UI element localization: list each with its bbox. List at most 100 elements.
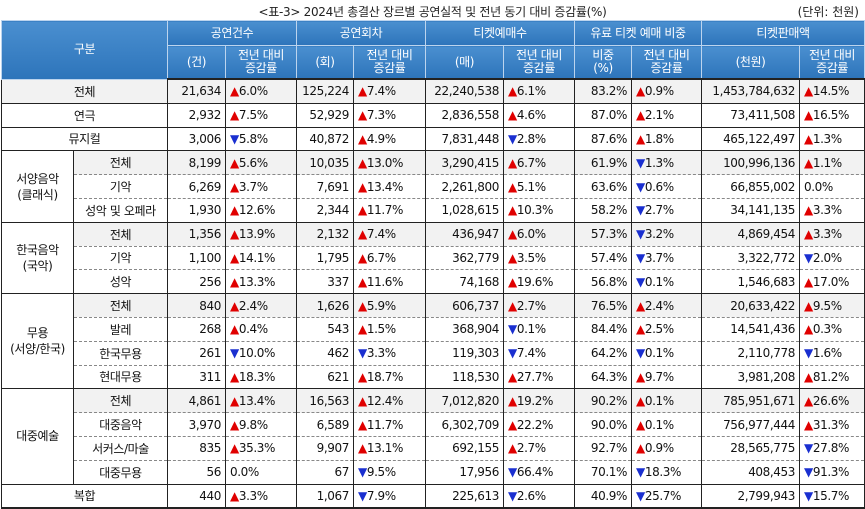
value-cell: 3,970 <box>167 412 226 437</box>
change-rate-cell: ▲13.3% <box>225 269 297 295</box>
change-rate-cell: ▲3.5% <box>502 246 576 271</box>
header-sub: (천원) <box>701 45 801 80</box>
value-cell: 606,737 <box>425 293 504 318</box>
header-row-subs: (건) 전년 대비 증감률 (회) 전년 대비 증감률 (매) 전년 대비 증감률 비중 (%) 전년… <box>2 45 865 80</box>
change-rate-cell: ▲2.7% <box>502 293 576 318</box>
change-rate-cell: ▲81.2% <box>799 365 865 390</box>
change-rate-cell: ▲12.4% <box>353 388 426 414</box>
change-rate-cell: ▲26.6% <box>799 388 865 414</box>
value-cell: 92.7% <box>574 436 633 461</box>
change-rate-cell: ▲10.3% <box>502 198 576 223</box>
value-cell: 4,861 <box>167 388 226 414</box>
change-rate-cell: ▼25.7% <box>631 484 703 509</box>
change-rate-cell: ▲9.7% <box>631 365 703 390</box>
value-cell: 3,006 <box>167 127 226 152</box>
change-rate-cell: ▼3.7% <box>631 246 703 271</box>
change-rate-cell: 0.0% <box>225 460 297 485</box>
value-cell: 70.1% <box>574 460 633 485</box>
change-rate-cell: ▲13.4% <box>353 174 426 199</box>
table-row: 한국음악 (국악) 전체 1,356 ▲13.9% 2,132 ▲7.4% 436,947 ▲6… <box>1 222 865 295</box>
value-cell: 64.3% <box>574 365 633 390</box>
value-cell: 1,546,683 <box>701 269 801 295</box>
change-rate-cell: ▲6.1% <box>502 79 576 104</box>
row-label: 복합 <box>1 484 168 509</box>
value-cell: 1,356 <box>167 222 226 247</box>
change-rate-cell: ▲27.7% <box>502 365 576 390</box>
table-row: 무용 (서양/한국) 전체 840 ▲2.4% 1,626 ▲5.9% 606,737 ▲2.7… <box>1 293 865 390</box>
header-sub: 전년 대비 증감률 <box>225 45 297 80</box>
change-rate-cell: ▼91.3% <box>799 460 865 485</box>
change-rate-cell: ▲7.4% <box>353 79 426 104</box>
value-cell: 835 <box>167 436 226 461</box>
row-sub-label: 서커스/마술 <box>73 436 168 461</box>
change-rate-cell: ▲19.6% <box>502 269 576 295</box>
change-rate-cell: ▲13.9% <box>225 222 297 247</box>
change-rate-cell: ▲19.2% <box>502 388 576 414</box>
change-rate-cell: ▲13.0% <box>353 150 426 176</box>
change-rate-cell: ▲2.5% <box>631 317 703 342</box>
value-cell: 1,453,784,632 <box>701 79 801 104</box>
change-rate-cell: ▲1.3% <box>799 127 865 152</box>
table-row: 기악 6,269 ▲3.7% 7,691 ▲13.4% 2,261,800 ▲5.1% 63.… <box>2 174 865 199</box>
row-label: 연극 <box>1 103 168 128</box>
value-cell: 408,453 <box>701 460 801 485</box>
change-rate-cell: ▲14.1% <box>225 246 297 271</box>
value-cell: 73,411,508 <box>701 103 801 128</box>
change-rate-cell: ▲0.9% <box>631 436 703 461</box>
row-sub-label: 전체 <box>73 293 168 318</box>
change-rate-cell: ▼3.3% <box>353 341 426 366</box>
change-rate-cell: ▲6.0% <box>502 222 576 247</box>
header-sub: (매) <box>425 45 504 80</box>
header-sub: 전년 대비 증감률 <box>353 45 426 80</box>
change-rate-cell: ▼2.0% <box>799 246 865 271</box>
change-rate-cell: 0.0% <box>799 174 865 199</box>
change-rate-cell: ▲11.6% <box>353 269 426 295</box>
value-cell: 440 <box>167 484 226 509</box>
change-rate-cell: ▼10.0% <box>225 341 297 366</box>
row-group-label: 대중예술 <box>1 388 74 485</box>
value-cell: 1,795 <box>296 246 354 271</box>
value-cell: 2,799,943 <box>701 484 801 509</box>
value-cell: 76.5% <box>574 293 633 318</box>
change-rate-cell: ▲0.1% <box>631 412 703 437</box>
value-cell: 7,831,448 <box>425 127 504 152</box>
change-rate-cell: ▲5.9% <box>353 293 426 318</box>
change-rate-cell: ▲7.5% <box>225 103 297 128</box>
change-rate-cell: ▲35.3% <box>225 436 297 461</box>
value-cell: 74,168 <box>425 269 504 295</box>
value-cell: 1,626 <box>296 293 354 318</box>
change-rate-cell: ▲18.3% <box>225 365 297 390</box>
value-cell: 3,322,772 <box>701 246 801 271</box>
value-cell: 7,012,820 <box>425 388 504 414</box>
value-cell: 61.9% <box>574 150 633 176</box>
value-cell: 337 <box>296 269 354 295</box>
change-rate-cell: ▲9.5% <box>799 293 865 318</box>
change-rate-cell: ▼2.7% <box>631 198 703 223</box>
value-cell: 58.2% <box>574 198 633 223</box>
row-sub-label: 대중음악 <box>73 412 168 437</box>
value-cell: 40,872 <box>296 127 354 152</box>
value-cell: 261 <box>167 341 226 366</box>
value-cell: 84.4% <box>574 317 633 342</box>
value-cell: 2,132 <box>296 222 354 247</box>
change-rate-cell: ▲6.7% <box>502 150 576 176</box>
change-rate-cell: ▲6.0% <box>225 79 297 104</box>
header-group: 티켓예매수 <box>424 20 576 46</box>
row-sub-label: 전체 <box>73 150 168 176</box>
value-cell: 87.6% <box>574 127 633 152</box>
value-cell: 28,565,775 <box>701 436 801 461</box>
row-sub-label: 기악 <box>73 174 168 199</box>
value-cell: 57.4% <box>574 246 633 271</box>
value-cell: 692,155 <box>425 436 504 461</box>
header-group: 공연건수 <box>167 20 297 46</box>
change-rate-cell: ▲14.5% <box>799 79 865 104</box>
value-cell: 16,563 <box>296 388 354 414</box>
value-cell: 66,855,002 <box>701 174 801 199</box>
value-cell: 436,947 <box>425 222 504 247</box>
table-title: <표-3> 2024년 총결산 장르별 공연실적 및 전년 동기 대비 증감률(… <box>258 5 607 19</box>
change-rate-cell: ▲4.9% <box>353 127 426 152</box>
header-row-groups: 구분 공연건수 공연회차 티켓예매수 유료 티켓 예매 비중 티켓판매액 <box>1 20 865 80</box>
value-cell: 21,634 <box>167 79 226 104</box>
change-rate-cell: ▲1.5% <box>353 317 426 342</box>
value-cell: 56 <box>167 460 226 485</box>
